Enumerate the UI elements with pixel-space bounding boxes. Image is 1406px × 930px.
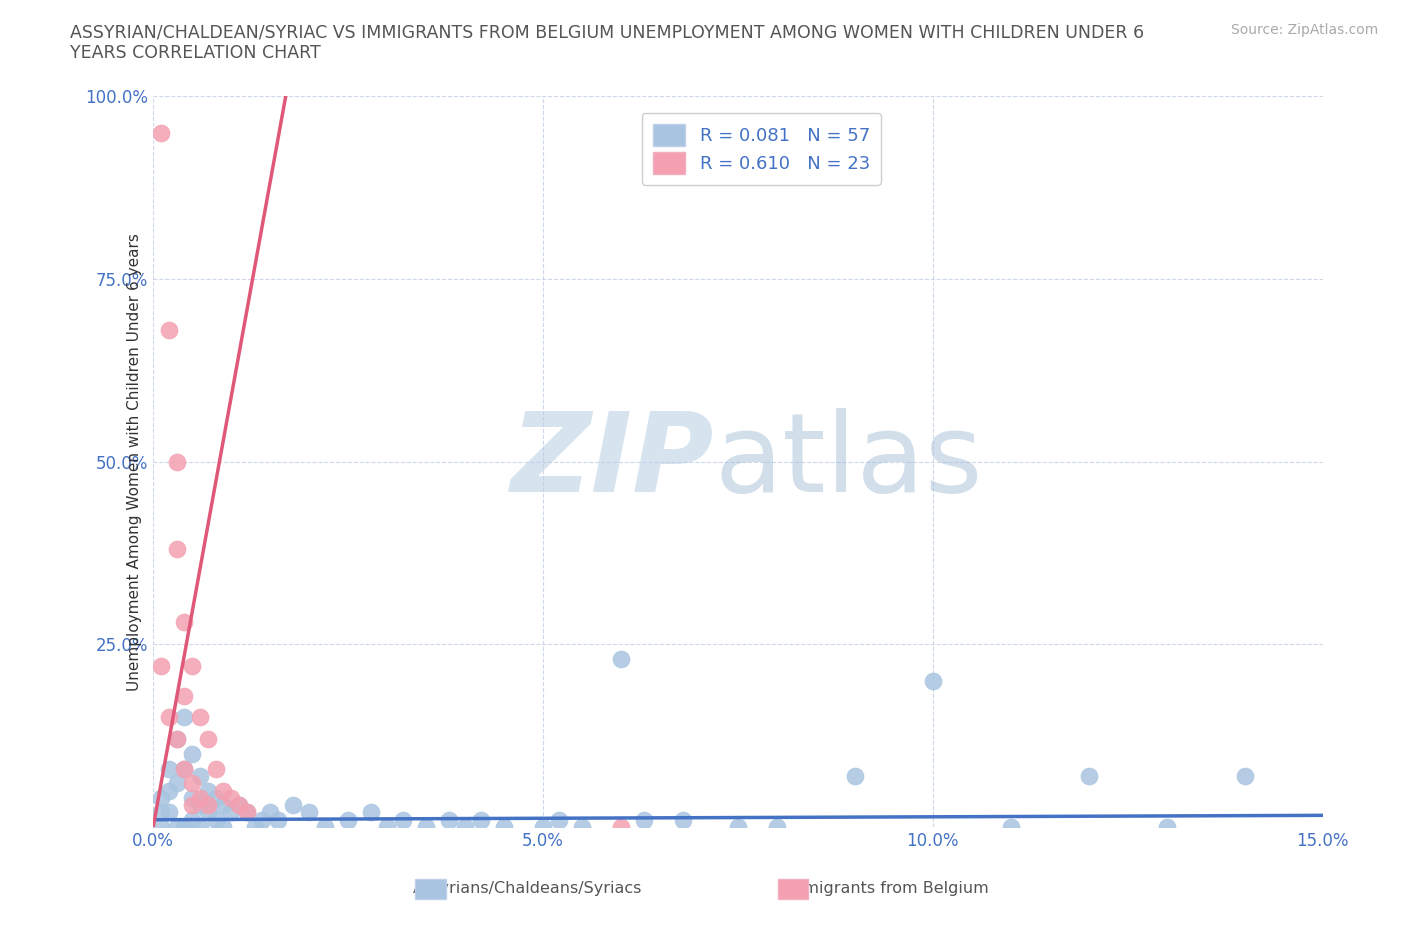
Point	[727, 819, 749, 834]
Point	[298, 805, 321, 820]
Point	[188, 710, 211, 724]
Point	[157, 761, 180, 776]
Point	[149, 790, 172, 805]
Point	[235, 805, 257, 820]
Point	[219, 805, 242, 820]
Point	[173, 761, 195, 776]
Point	[149, 805, 172, 820]
Point	[173, 819, 195, 834]
Point	[149, 819, 172, 834]
Point	[197, 798, 219, 813]
Point	[173, 688, 195, 703]
Point	[219, 790, 242, 805]
Point	[610, 819, 633, 834]
Point	[157, 783, 180, 798]
Point	[1000, 819, 1022, 834]
Point	[188, 790, 211, 805]
Point	[314, 819, 336, 834]
Point	[197, 732, 219, 747]
Point	[844, 768, 866, 783]
Point	[243, 819, 266, 834]
Point	[173, 710, 195, 724]
Point	[1077, 768, 1099, 783]
Point	[181, 776, 204, 790]
Point	[166, 732, 188, 747]
Point	[267, 812, 290, 827]
Point	[149, 126, 172, 140]
Point	[391, 812, 413, 827]
Point	[181, 812, 204, 827]
Point	[173, 615, 195, 630]
Point	[921, 673, 943, 688]
Point	[157, 323, 180, 338]
Point	[173, 761, 195, 776]
Point	[571, 819, 593, 834]
Point	[492, 819, 515, 834]
Point	[259, 805, 281, 820]
Point	[531, 819, 554, 834]
Point	[235, 805, 257, 820]
Point	[454, 819, 477, 834]
Point	[188, 768, 211, 783]
Point	[610, 652, 633, 667]
Text: Source: ZipAtlas.com: Source: ZipAtlas.com	[1230, 23, 1378, 37]
Text: Immigrants from Belgium: Immigrants from Belgium	[783, 881, 988, 896]
Text: ZIP: ZIP	[510, 408, 714, 515]
Point	[204, 761, 226, 776]
Point	[212, 819, 235, 834]
Point	[181, 658, 204, 673]
Point	[204, 812, 226, 827]
Point	[470, 812, 492, 827]
Point	[228, 798, 250, 813]
Point	[166, 776, 188, 790]
Point	[181, 790, 204, 805]
Point	[157, 710, 180, 724]
Point	[188, 819, 211, 834]
Point	[166, 542, 188, 557]
Point	[415, 819, 437, 834]
Point	[197, 783, 219, 798]
Point	[360, 805, 382, 820]
Point	[766, 819, 789, 834]
Point	[1233, 768, 1256, 783]
Text: atlas: atlas	[714, 408, 983, 515]
Point	[197, 805, 219, 820]
Point	[157, 805, 180, 820]
Text: Assyrians/Chaldeans/Syriacs: Assyrians/Chaldeans/Syriacs	[412, 881, 643, 896]
Point	[672, 812, 695, 827]
Legend: R = 0.081   N = 57, R = 0.610   N = 23: R = 0.081 N = 57, R = 0.610 N = 23	[641, 113, 880, 185]
Point	[149, 658, 172, 673]
Point	[1156, 819, 1178, 834]
Point	[375, 819, 398, 834]
Point	[252, 812, 274, 827]
Point	[228, 798, 250, 813]
Point	[166, 819, 188, 834]
Point	[166, 454, 188, 469]
Y-axis label: Unemployment Among Women with Children Under 6 years: Unemployment Among Women with Children U…	[127, 232, 142, 691]
Point	[181, 798, 204, 813]
Point	[188, 798, 211, 813]
Point	[633, 812, 655, 827]
Point	[181, 747, 204, 762]
Point	[439, 812, 461, 827]
Text: ASSYRIAN/CHALDEAN/SYRIAC VS IMMIGRANTS FROM BELGIUM UNEMPLOYMENT AMONG WOMEN WIT: ASSYRIAN/CHALDEAN/SYRIAC VS IMMIGRANTS F…	[70, 23, 1144, 62]
Point	[283, 798, 305, 813]
Point	[212, 798, 235, 813]
Point	[166, 732, 188, 747]
Point	[212, 783, 235, 798]
Point	[204, 790, 226, 805]
Point	[337, 812, 360, 827]
Point	[547, 812, 569, 827]
